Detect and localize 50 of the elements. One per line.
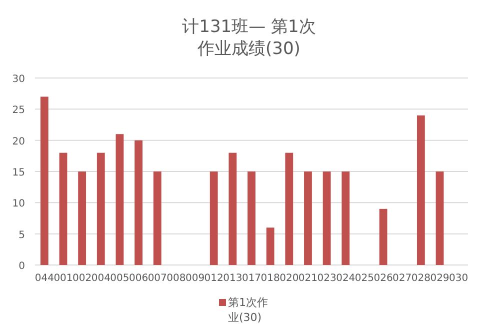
bar	[40, 96, 48, 265]
y-tick-label: 15	[12, 168, 25, 178]
bar	[416, 115, 425, 265]
bar	[59, 152, 68, 265]
bar	[134, 140, 142, 265]
bar	[153, 172, 162, 265]
x-tick-label: 013	[223, 273, 242, 284]
legend-label: 第1次作业(30)	[228, 296, 268, 324]
x-tick-label: 026	[374, 273, 393, 284]
x-tick-label: 008	[166, 273, 186, 284]
y-tick-label: 5	[18, 230, 25, 241]
x-tick-label: 021	[298, 273, 318, 284]
x-tick-label: 002	[72, 273, 92, 284]
bar	[266, 228, 274, 265]
bar	[322, 172, 331, 265]
x-tick-label: 028	[411, 273, 430, 284]
bar	[285, 152, 294, 265]
bar	[210, 172, 218, 265]
x-tick-label: 007	[148, 273, 167, 284]
x-tick-label: 020	[280, 273, 299, 284]
bar	[304, 172, 312, 265]
y-tick-label: 30	[12, 74, 25, 85]
bar	[436, 172, 444, 265]
x-tick-label: 024	[336, 273, 356, 284]
y-tick-label: 20	[12, 136, 25, 148]
bar	[116, 134, 124, 265]
bar	[228, 152, 237, 265]
x-tick-label: 044	[34, 273, 54, 284]
y-tick-label: 0	[18, 261, 25, 272]
bar	[379, 208, 388, 265]
y-tick-label: 10	[12, 198, 25, 210]
x-tick-label: 009	[185, 273, 205, 284]
bar	[78, 172, 86, 265]
bar	[342, 172, 350, 265]
x-tick-label: 005	[110, 273, 130, 284]
x-tick-label: 001	[54, 273, 73, 284]
x-tick-label: 025	[354, 273, 374, 284]
x-tick-label: 023	[317, 273, 336, 284]
x-tick-label: 030	[449, 273, 468, 284]
bar	[96, 152, 105, 265]
y-tick-label: 25	[12, 105, 25, 116]
x-tick-label: 012	[204, 273, 224, 284]
chart-title: 计131班— 第1次作业成绩(30)	[182, 17, 316, 59]
x-tick-label: 027	[392, 273, 412, 284]
x-tick-label: 004	[91, 273, 110, 284]
x-tick-label: 006	[128, 273, 148, 284]
x-tick-label: 017	[242, 273, 262, 284]
x-tick-label: 029	[430, 273, 450, 284]
x-tick-label: 018	[260, 273, 280, 284]
bar	[248, 172, 256, 265]
